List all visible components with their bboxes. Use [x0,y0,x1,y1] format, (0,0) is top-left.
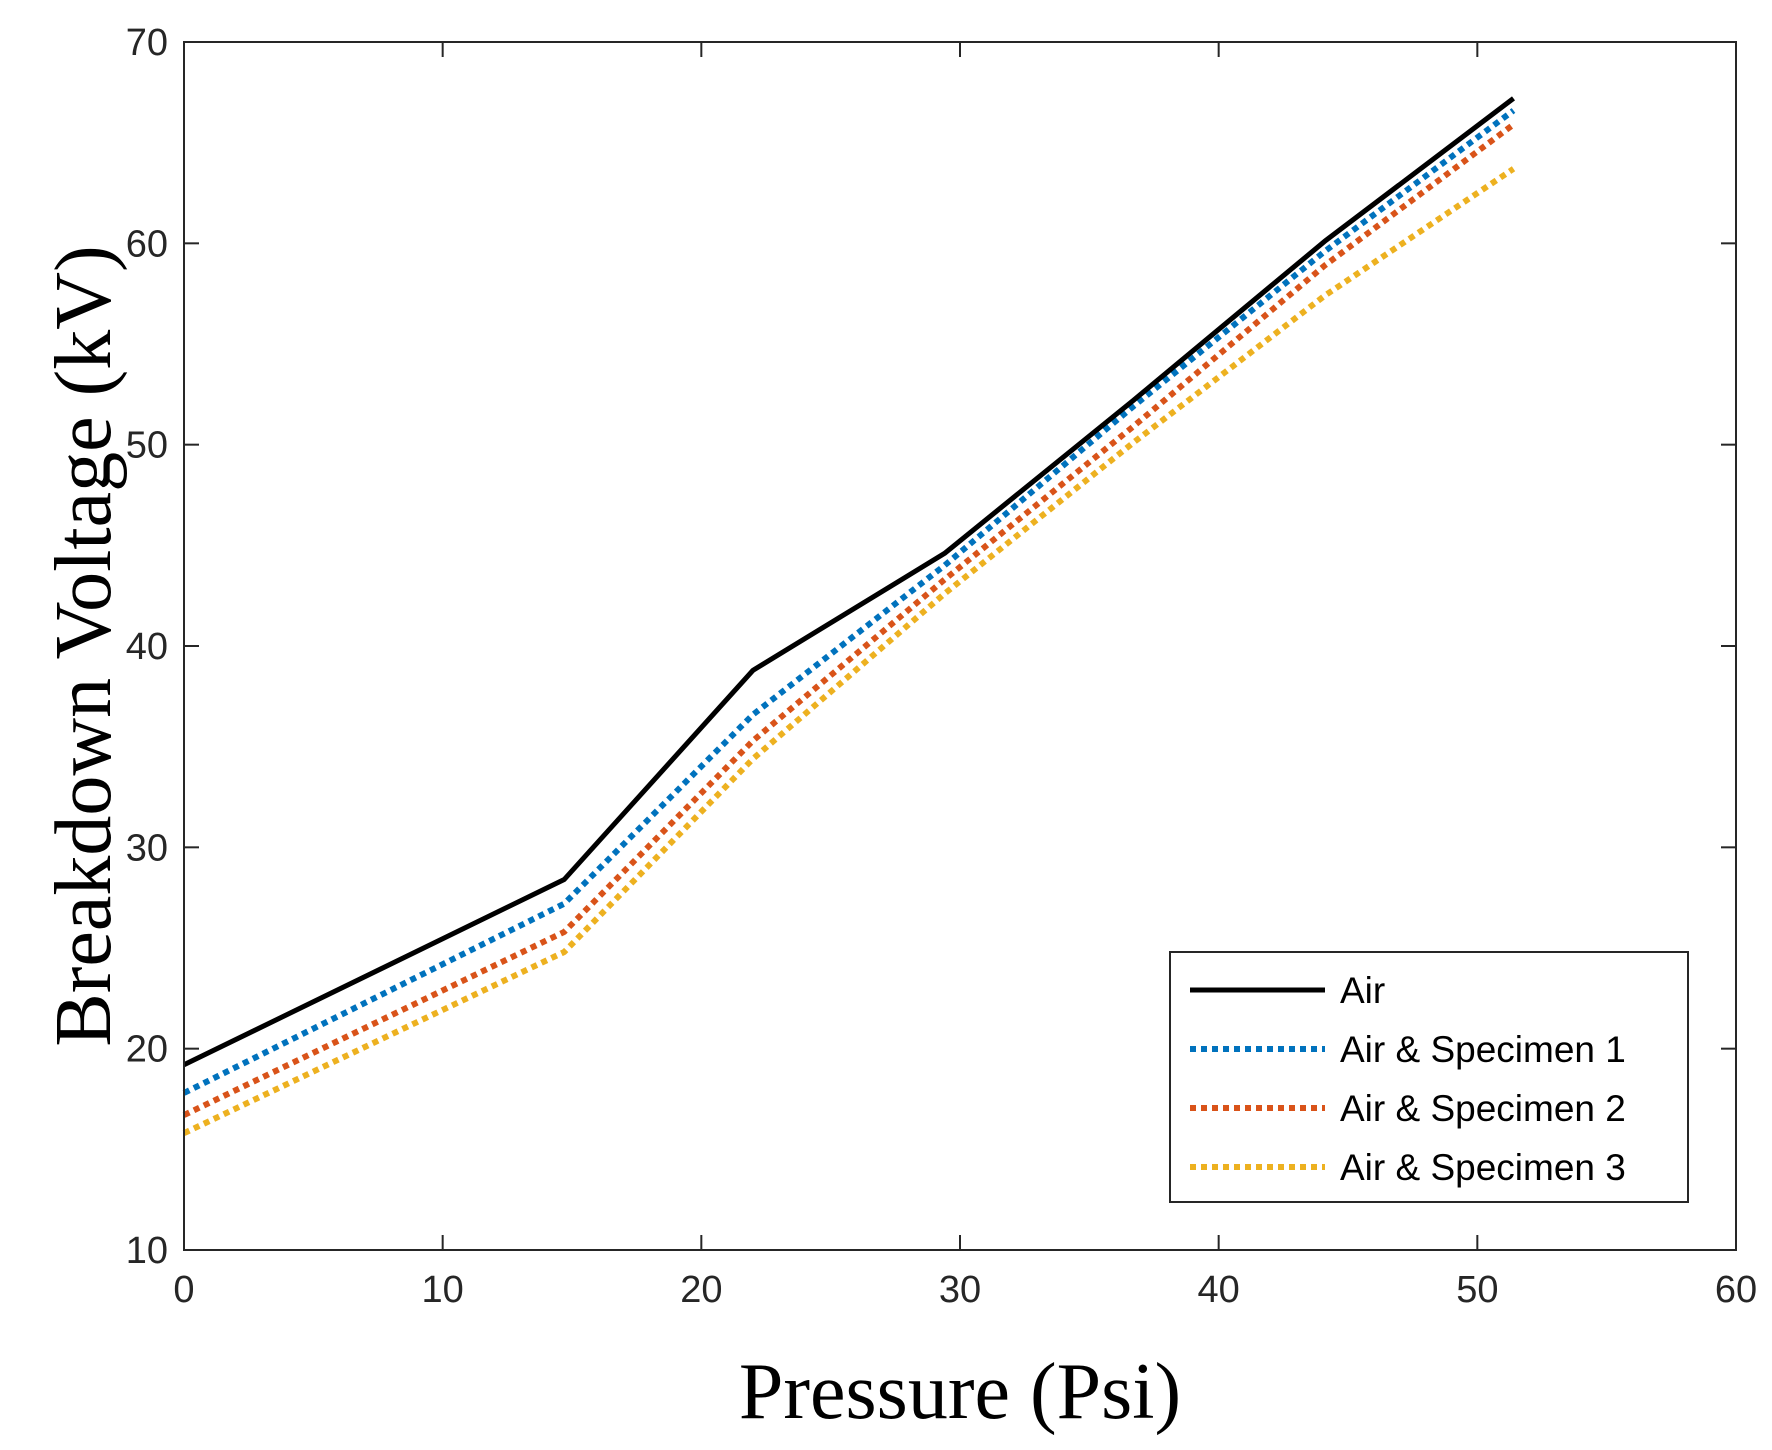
x-tick-label: 50 [1456,1269,1498,1311]
legend-label: Air & Specimen 2 [1340,1088,1626,1129]
x-axis-title: Pressure (Psi) [739,1348,1181,1436]
x-tick-label: 0 [173,1269,194,1311]
legend-item: Air & Specimen 2 [1190,1088,1626,1129]
x-tick-label: 60 [1715,1269,1757,1311]
legend-label: Air & Specimen 1 [1340,1029,1626,1070]
legend-item: Air & Specimen 3 [1190,1147,1626,1188]
series-line [182,166,1516,1136]
series-line [182,122,1516,1118]
x-tick-label: 10 [422,1269,464,1311]
legend: Air Air & Specimen 1 Air & Specimen 2 Air &… [1169,951,1689,1203]
legend-box [1169,951,1689,1203]
y-tick-label: 10 [126,1230,168,1272]
legend-item: Air [1190,970,1385,1011]
y-tick-label: 30 [126,827,168,869]
series-4 [182,166,1516,1136]
series-line [182,96,1516,1068]
y-tick-label: 40 [126,626,168,668]
legend-item: Air & Specimen 1 [1190,1029,1626,1070]
x-tick-label: 40 [1198,1269,1240,1311]
y-axis-title: Breakdown Voltage (kV) [40,245,128,1046]
x-tick-label: 30 [939,1269,981,1311]
x-tick-label: 20 [680,1269,722,1311]
y-tick-label: 20 [126,1029,168,1071]
legend-label: Air [1340,970,1385,1011]
y-tick-label: 60 [126,223,168,265]
legend-label: Air & Specimen 3 [1340,1147,1626,1188]
y-tick-label: 50 [126,425,168,467]
y-tick-label: 70 [126,22,168,64]
